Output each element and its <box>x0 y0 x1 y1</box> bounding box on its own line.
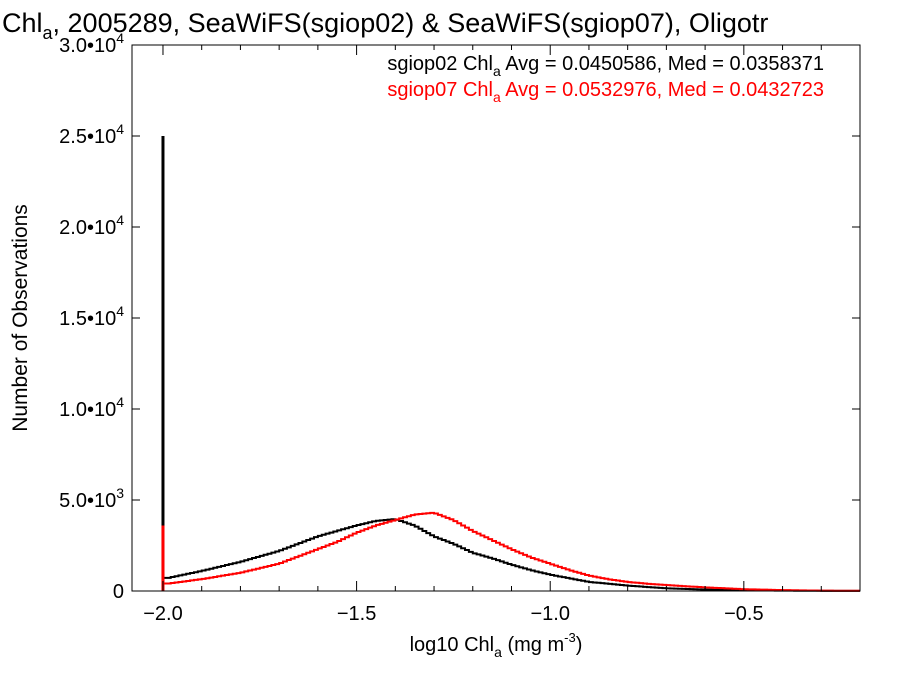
y-tick-label: 2.5•104 <box>59 121 124 148</box>
plot-area <box>161 136 860 592</box>
y-tick-label: 3.0•104 <box>59 30 124 57</box>
histogram-line-series-0 <box>161 518 860 592</box>
histogram-line-series-1 <box>161 511 860 592</box>
y-tick-label: 0 <box>113 581 124 603</box>
y-axis: 0 5.0•103 1.0•104 1.5•104 2.0•104 2.5•104 3.0•… <box>59 30 860 603</box>
plot-frame <box>131 44 861 592</box>
chart-title: Chla, 2005289, SeaWiFS(sgiop02) & SeaWiF… <box>2 8 768 43</box>
y-tick-label: 5.0•103 <box>59 485 124 512</box>
x-tick-label: −1.5 <box>337 603 376 625</box>
legend-entry-sgiop02: sgiop02 Chla Avg = 0.0450586, Med = 0.03… <box>387 53 824 79</box>
x-axis-label: log10 Chla (mg m-3) <box>410 630 583 660</box>
legend: sgiop02 Chla Avg = 0.0450586, Med = 0.03… <box>387 53 824 105</box>
x-axis: −2.0 −1.5 −1.0 −0.5 <box>143 45 861 625</box>
y-axis-label: Number of Observations <box>9 204 32 432</box>
x-tick-label: −0.5 <box>724 603 763 625</box>
y-tick-label: 1.0•104 <box>59 394 124 421</box>
y-tick-label: 1.5•104 <box>59 303 124 330</box>
legend-entry-sgiop07: sgiop07 Chla Avg = 0.0532976, Med = 0.04… <box>387 79 824 105</box>
x-tick-label: −1.0 <box>530 603 569 625</box>
y-tick-label: 2.0•104 <box>59 212 124 239</box>
x-tick-label: −2.0 <box>143 603 182 625</box>
